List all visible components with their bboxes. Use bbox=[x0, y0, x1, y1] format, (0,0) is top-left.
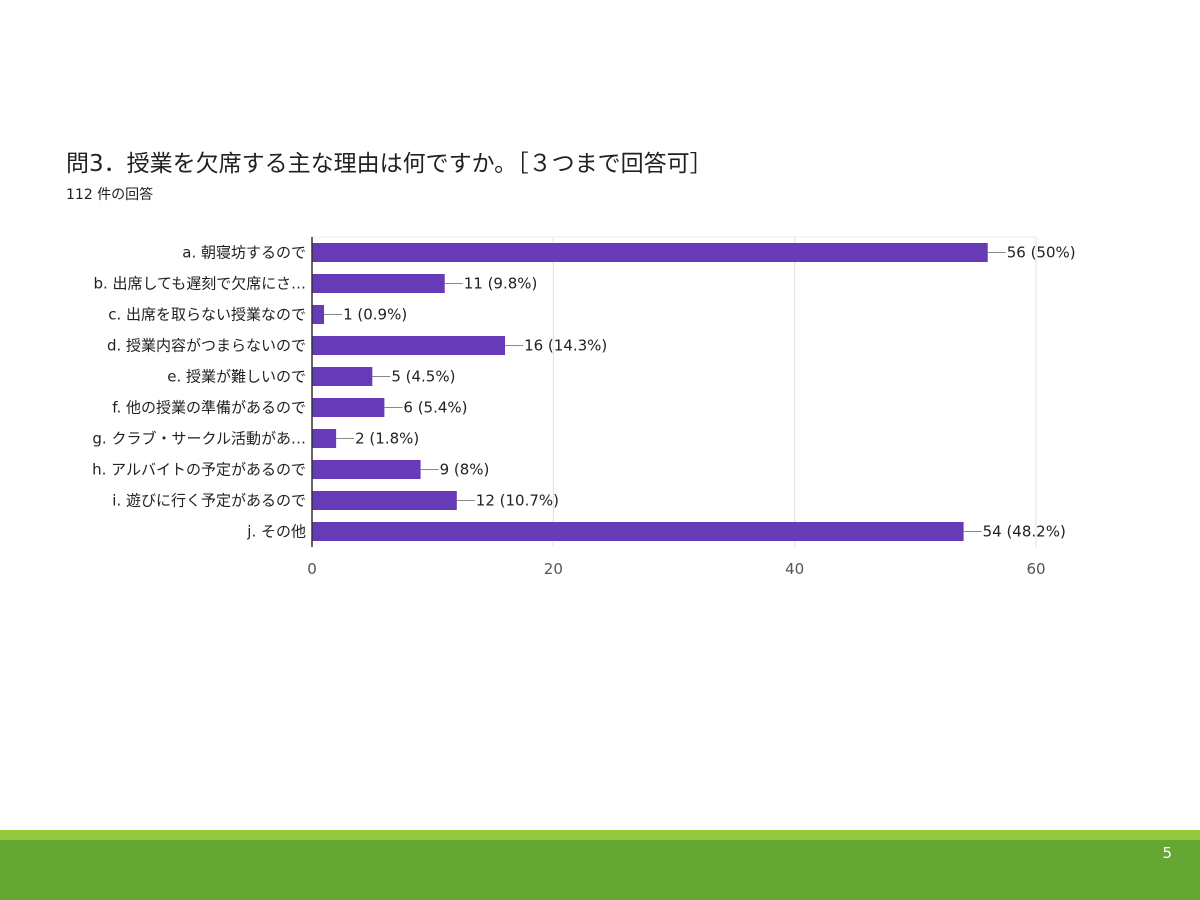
bar-c bbox=[312, 305, 325, 324]
chart-title: 問3．授業を欠席する主な理由は何ですか。［３つまで回答可］ bbox=[66, 151, 713, 177]
footer-accent-strip bbox=[0, 830, 1200, 840]
category-label: e. 授業が難しいので bbox=[167, 368, 306, 386]
value-label: 5 (4.5%) bbox=[391, 368, 455, 386]
category-label: b. 出席しても遅刻で欠席にさ… bbox=[93, 275, 306, 293]
bar-i bbox=[312, 491, 457, 510]
category-label: g. クラブ・サークル活動があ… bbox=[92, 430, 306, 448]
bar-f bbox=[312, 398, 385, 417]
category-label: a. 朝寝坊するので bbox=[182, 244, 306, 262]
slide-footer: 5 bbox=[0, 830, 1200, 900]
x-tick-label: 40 bbox=[785, 560, 804, 578]
bar-d bbox=[312, 336, 506, 355]
page-number: 5 bbox=[1162, 844, 1172, 862]
response-count: 112 件の回答 bbox=[66, 187, 154, 203]
value-label: 2 (1.8%) bbox=[355, 430, 419, 448]
x-tick-label: 20 bbox=[544, 560, 563, 578]
x-tick-label: 60 bbox=[1026, 560, 1045, 578]
bar-h bbox=[312, 460, 421, 479]
bar-j bbox=[312, 522, 964, 541]
bar-e bbox=[312, 367, 373, 386]
value-label: 9 (8%) bbox=[440, 461, 490, 479]
x-tick-label: 0 bbox=[307, 560, 317, 578]
value-label: 11 (9.8%) bbox=[464, 275, 538, 293]
category-label: c. 出席を取らない授業なので bbox=[108, 306, 306, 324]
bar-b bbox=[312, 274, 445, 293]
bar-g bbox=[312, 429, 337, 448]
value-label: 54 (48.2%) bbox=[983, 523, 1066, 541]
bar-chart: 0 20 40 60 a. 朝寝坊するので 56 (50%) b. 出席しても遅刻で欠席にさ… bbox=[92, 236, 1076, 578]
category-label: j. その他 bbox=[246, 523, 306, 541]
bar-a bbox=[312, 243, 988, 262]
value-label: 16 (14.3%) bbox=[524, 337, 607, 355]
category-label: d. 授業内容がつまらないので bbox=[107, 337, 306, 355]
value-label: 1 (0.9%) bbox=[343, 306, 407, 324]
value-label: 12 (10.7%) bbox=[476, 492, 559, 510]
value-label: 6 (5.4%) bbox=[403, 399, 467, 417]
category-label: i. 遊びに行く予定があるので bbox=[112, 492, 306, 510]
value-label: 56 (50%) bbox=[1007, 244, 1076, 262]
category-label: h. アルバイトの予定があるので bbox=[92, 461, 306, 479]
category-label: f. 他の授業の準備があるので bbox=[112, 399, 306, 417]
